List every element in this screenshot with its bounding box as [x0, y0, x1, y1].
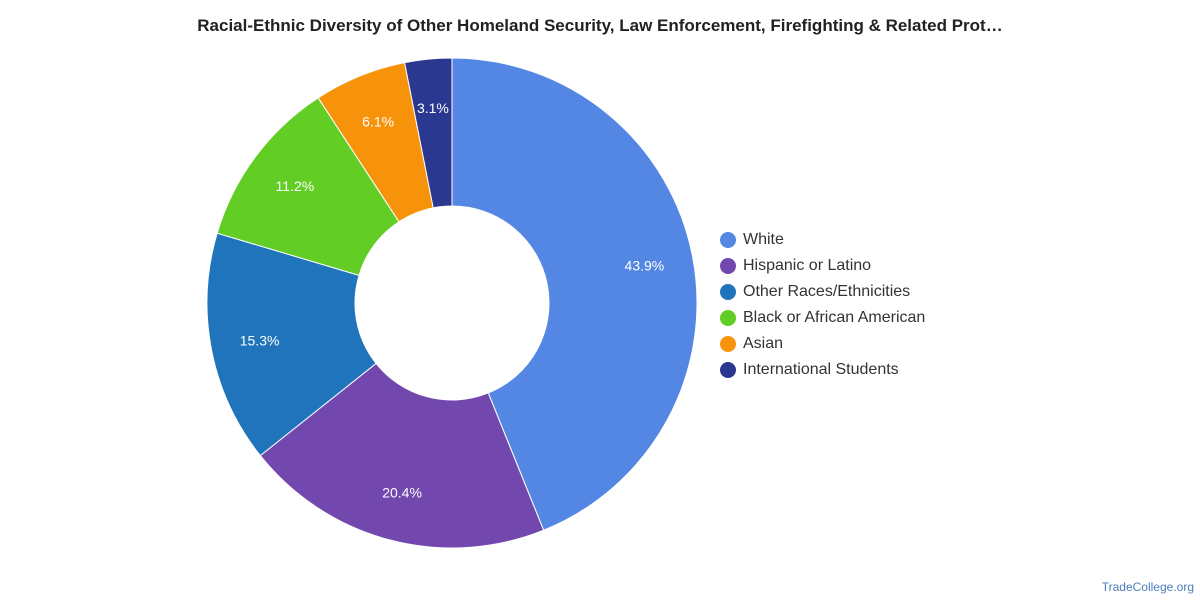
legend-label: Hispanic or Latino [743, 257, 872, 274]
legend-item[interactable]: Other Races/Ethnicities [720, 279, 925, 305]
legend-swatch [720, 258, 736, 274]
legend-swatch [720, 310, 736, 326]
legend-label: White [743, 231, 784, 248]
slice-international-students[interactable] [403, 57, 453, 209]
legend-swatch [720, 232, 736, 248]
legend-label: Black or African American [743, 309, 926, 326]
slice-other-races-ethnicities[interactable] [206, 232, 377, 457]
slice-black-or-african-american[interactable] [216, 97, 400, 276]
source-link[interactable]: TradeCollege.org [1101, 580, 1194, 594]
slice-value-label: 6.1% [362, 113, 394, 129]
legend-item[interactable]: White [720, 227, 925, 253]
legend-item[interactable]: Asian [720, 331, 925, 357]
legend-swatch [720, 336, 736, 352]
legend-item[interactable]: International Students [720, 357, 925, 383]
slice-value-label: 43.9% [625, 258, 665, 274]
slice-value-label: 20.4% [382, 485, 422, 501]
chart-legend: White Hispanic or Latino Other Races/Ethni… [720, 227, 925, 383]
legend-swatch [720, 362, 736, 378]
legend-swatch [720, 284, 736, 300]
slice-value-label: 15.3% [240, 332, 280, 348]
legend-item[interactable]: Hispanic or Latino [720, 253, 925, 279]
slice-value-label: 3.1% [417, 100, 449, 116]
chart-title: Racial-Ethnic Diversity of Other Homelan… [197, 16, 1003, 35]
legend-item[interactable]: Black or African American [720, 305, 925, 331]
slice-value-label: 11.2% [276, 178, 315, 194]
legend-label: Other Races/Ethnicities [743, 283, 911, 300]
slice-hispanic-or-latino[interactable] [259, 362, 545, 549]
legend-label: International Students [743, 361, 899, 378]
legend-label: Asian [743, 335, 784, 352]
slice-white[interactable] [451, 57, 698, 531]
